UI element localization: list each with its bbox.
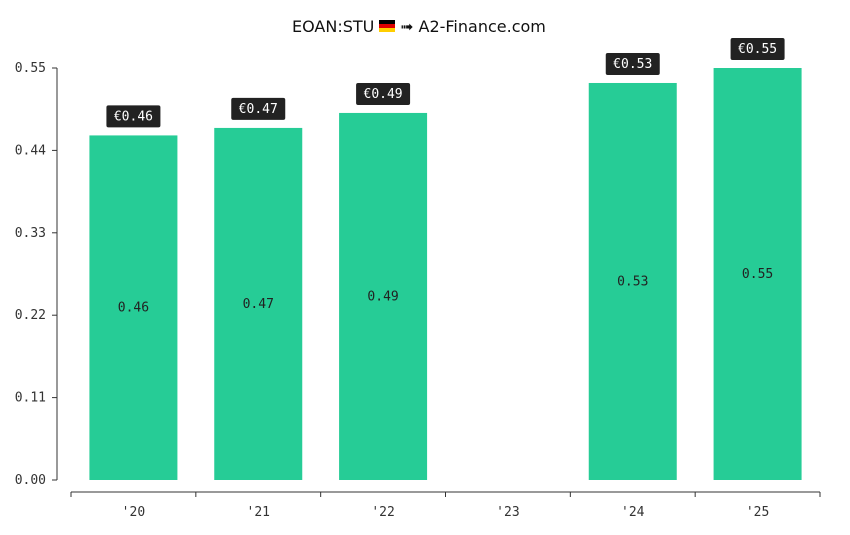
- bar: [89, 135, 178, 480]
- y-tick-label: 0.44: [15, 143, 46, 158]
- bar-value-label: 0.53: [617, 274, 648, 289]
- value-badge: [356, 82, 411, 105]
- bar: [214, 127, 303, 480]
- x-tick-label: '24: [621, 505, 645, 520]
- bars: 0.46 €0.46 0.47 €0.47 0.49 €0.49 0.53 €0.53 0.55…: [89, 38, 802, 481]
- y-tick-label: 0.33: [15, 226, 46, 241]
- chart-title-ticker: EOAN:STU: [292, 17, 374, 36]
- x-tick-label: '23: [496, 505, 519, 520]
- x-tick-label: '21: [247, 505, 270, 520]
- y-tick-label: 0.22: [15, 308, 46, 323]
- chart-title-source: ➟ A2-Finance.com: [400, 17, 546, 36]
- y-tick-label: 0.55: [15, 61, 46, 76]
- x-tick-label: '25: [746, 505, 769, 520]
- value-badge: [106, 105, 161, 128]
- bar-value-label: 0.55: [742, 267, 773, 282]
- value-badge-label: €0.47: [239, 102, 278, 117]
- value-badge: [730, 38, 785, 60]
- bar-value-label: 0.47: [243, 297, 274, 312]
- bar-value-label: 0.46: [118, 301, 149, 316]
- bar: [339, 112, 428, 480]
- value-badge: [231, 97, 286, 120]
- bar: [713, 68, 802, 480]
- value-badge-label: €0.49: [364, 87, 403, 102]
- x-tick-label: '20: [122, 505, 145, 520]
- y-tick-label: 0.11: [15, 391, 46, 406]
- x-axis: '20 '21 '22 '23 '24 '25: [70, 491, 821, 520]
- bar-value-label: 0.49: [367, 289, 398, 304]
- bar: [588, 82, 677, 481]
- value-badge: [605, 52, 660, 75]
- value-badge-label: €0.46: [114, 109, 153, 124]
- chart-title: EOAN:STU ➟ A2-Finance.com: [292, 17, 546, 36]
- x-tick-label: '22: [371, 505, 394, 520]
- germany-flag-icon: [379, 20, 395, 32]
- value-badge-label: €0.55: [738, 42, 777, 57]
- y-tick-label: 0.00: [15, 473, 46, 488]
- y-axis: 0.00 0.11 0.22 0.33 0.44 0.55: [15, 61, 58, 488]
- value-badge-label: €0.53: [613, 57, 652, 72]
